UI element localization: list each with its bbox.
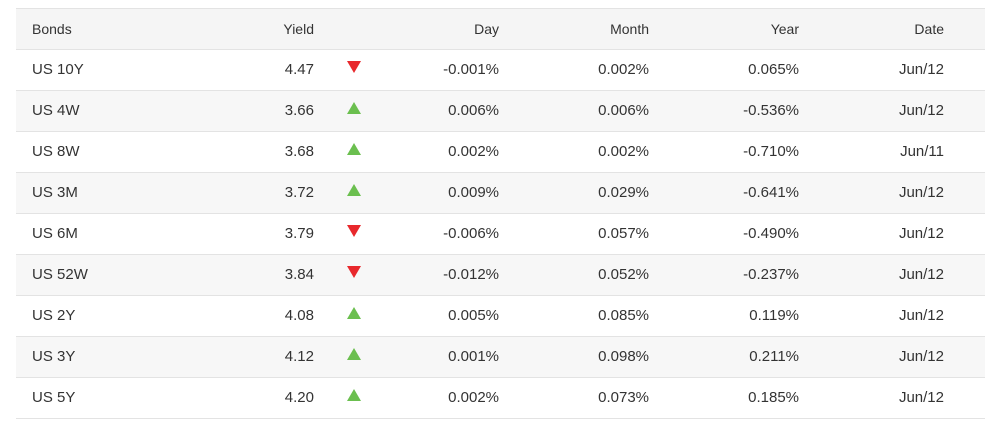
yield-value: 4.47 <box>214 49 314 91</box>
down-arrow-icon <box>347 266 361 279</box>
table-row[interactable]: US 5Y 4.20 0.002% 0.073% 0.185% Jun/12 <box>16 377 985 419</box>
table-row[interactable]: US 3M 3.72 0.009% 0.029% -0.641% Jun/12 <box>16 172 985 214</box>
month-change: 0.002% <box>499 131 649 173</box>
bonds-table-container: Bonds Yield Day Month Year Date US 10Y 4… <box>16 8 985 419</box>
direction-cell <box>314 336 394 378</box>
year-change: -0.536% <box>649 90 799 132</box>
header-yield[interactable]: Yield <box>214 8 314 50</box>
day-change: 0.009% <box>394 172 499 214</box>
month-change: 0.057% <box>499 213 649 255</box>
header-direction <box>314 8 394 50</box>
bond-name-link[interactable]: US 8W <box>16 131 214 173</box>
direction-cell <box>314 377 394 419</box>
up-arrow-icon <box>347 143 361 156</box>
month-change: 0.006% <box>499 90 649 132</box>
date-value: Jun/12 <box>799 213 985 255</box>
table-body: US 10Y 4.47 -0.001% 0.002% 0.065% Jun/12… <box>16 49 985 419</box>
date-value: Jun/12 <box>799 295 985 337</box>
date-value: Jun/12 <box>799 172 985 214</box>
date-value: Jun/12 <box>799 254 985 296</box>
year-change: 0.185% <box>649 377 799 419</box>
direction-cell <box>314 90 394 132</box>
year-change: 0.119% <box>649 295 799 337</box>
yield-value: 3.79 <box>214 213 314 255</box>
month-change: 0.029% <box>499 172 649 214</box>
day-change: -0.006% <box>394 213 499 255</box>
header-date[interactable]: Date <box>799 8 985 50</box>
date-value: Jun/12 <box>799 90 985 132</box>
year-change: 0.065% <box>649 49 799 91</box>
year-change: -0.641% <box>649 172 799 214</box>
month-change: 0.098% <box>499 336 649 378</box>
table-row[interactable]: US 3Y 4.12 0.001% 0.098% 0.211% Jun/12 <box>16 336 985 378</box>
month-change: 0.002% <box>499 49 649 91</box>
table-row[interactable]: US 52W 3.84 -0.012% 0.052% -0.237% Jun/1… <box>16 254 985 296</box>
down-arrow-icon <box>347 225 361 238</box>
year-change: -0.710% <box>649 131 799 173</box>
bond-name-link[interactable]: US 3M <box>16 172 214 214</box>
header-year[interactable]: Year <box>649 8 799 50</box>
date-value: Jun/12 <box>799 336 985 378</box>
bond-name-link[interactable]: US 52W <box>16 254 214 296</box>
header-day[interactable]: Day <box>394 8 499 50</box>
bond-name-link[interactable]: US 6M <box>16 213 214 255</box>
month-change: 0.052% <box>499 254 649 296</box>
year-change: -0.490% <box>649 213 799 255</box>
direction-cell <box>314 213 394 255</box>
day-change: 0.006% <box>394 90 499 132</box>
up-arrow-icon <box>347 184 361 197</box>
down-arrow-icon <box>347 61 361 74</box>
direction-cell <box>314 49 394 91</box>
month-change: 0.085% <box>499 295 649 337</box>
day-change: 0.002% <box>394 131 499 173</box>
table-row[interactable]: US 8W 3.68 0.002% 0.002% -0.710% Jun/11 <box>16 131 985 173</box>
yield-value: 4.08 <box>214 295 314 337</box>
year-change: -0.237% <box>649 254 799 296</box>
table-row[interactable]: US 6M 3.79 -0.006% 0.057% -0.490% Jun/12 <box>16 213 985 255</box>
yield-value: 3.68 <box>214 131 314 173</box>
up-arrow-icon <box>347 307 361 320</box>
up-arrow-icon <box>347 348 361 361</box>
header-row: Bonds Yield Day Month Year Date <box>16 8 985 50</box>
date-value: Jun/11 <box>799 131 985 173</box>
direction-cell <box>314 172 394 214</box>
yield-value: 3.72 <box>214 172 314 214</box>
table-row[interactable]: US 4W 3.66 0.006% 0.006% -0.536% Jun/12 <box>16 90 985 132</box>
bond-name-link[interactable]: US 4W <box>16 90 214 132</box>
bond-name-link[interactable]: US 5Y <box>16 377 214 419</box>
up-arrow-icon <box>347 102 361 115</box>
day-change: 0.001% <box>394 336 499 378</box>
bond-name-link[interactable]: US 2Y <box>16 295 214 337</box>
month-change: 0.073% <box>499 377 649 419</box>
direction-cell <box>314 131 394 173</box>
day-change: -0.012% <box>394 254 499 296</box>
yield-value: 3.66 <box>214 90 314 132</box>
header-month[interactable]: Month <box>499 8 649 50</box>
bonds-table: Bonds Yield Day Month Year Date US 10Y 4… <box>16 8 985 419</box>
up-arrow-icon <box>347 389 361 402</box>
year-change: 0.211% <box>649 336 799 378</box>
table-row[interactable]: US 10Y 4.47 -0.001% 0.002% 0.065% Jun/12 <box>16 49 985 91</box>
header-bonds[interactable]: Bonds <box>16 8 214 50</box>
direction-cell <box>314 254 394 296</box>
date-value: Jun/12 <box>799 49 985 91</box>
bond-name-link[interactable]: US 3Y <box>16 336 214 378</box>
yield-value: 3.84 <box>214 254 314 296</box>
day-change: -0.001% <box>394 49 499 91</box>
date-value: Jun/12 <box>799 377 985 419</box>
day-change: 0.005% <box>394 295 499 337</box>
direction-cell <box>314 295 394 337</box>
table-row[interactable]: US 2Y 4.08 0.005% 0.085% 0.119% Jun/12 <box>16 295 985 337</box>
table-header: Bonds Yield Day Month Year Date <box>16 8 985 50</box>
day-change: 0.002% <box>394 377 499 419</box>
yield-value: 4.20 <box>214 377 314 419</box>
yield-value: 4.12 <box>214 336 314 378</box>
bond-name-link[interactable]: US 10Y <box>16 49 214 91</box>
